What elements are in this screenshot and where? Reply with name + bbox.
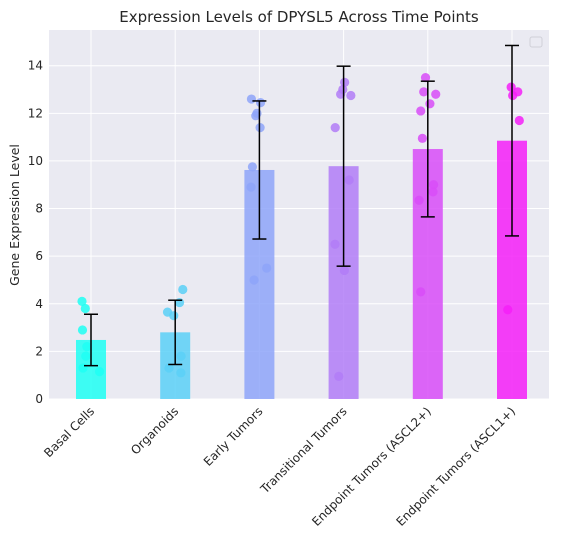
- data-point: [414, 195, 424, 205]
- data-point: [82, 342, 92, 352]
- data-point: [78, 363, 88, 373]
- data-point: [176, 368, 186, 378]
- data-point: [164, 363, 174, 373]
- y-tick-label: 14: [28, 59, 43, 73]
- data-point: [255, 98, 266, 108]
- data-point: [330, 239, 340, 249]
- data-point: [420, 73, 431, 83]
- data-point: [334, 371, 344, 381]
- data-point: [339, 265, 349, 276]
- data-point: [340, 77, 350, 87]
- data-point: [80, 303, 90, 314]
- data-point: [176, 351, 186, 361]
- data-point: [506, 82, 516, 92]
- data-point: [514, 115, 524, 126]
- data-point: [169, 311, 179, 321]
- error-bars: [84, 44, 519, 367]
- data-point: [174, 297, 185, 308]
- data-point: [94, 367, 105, 377]
- data-point: [81, 351, 91, 361]
- y-axis-label: Gene Expression Level: [7, 144, 22, 286]
- y-tick-label: 8: [35, 202, 43, 216]
- data-point: [431, 89, 441, 99]
- data-point: [247, 162, 258, 172]
- data-point: [419, 87, 429, 97]
- y-tick-label: 4: [35, 297, 43, 311]
- data-point: [417, 133, 427, 143]
- y-tick-label: 12: [28, 106, 43, 120]
- data-point: [429, 180, 439, 190]
- x-tick-label: Basal Cells: [41, 404, 97, 460]
- x-ticks: Basal Cells Organoids Early TumorsTransiti…: [41, 404, 518, 529]
- data-point: [77, 325, 88, 335]
- y-tick-label: 2: [35, 344, 43, 358]
- data-point: [77, 296, 87, 306]
- data-point: [246, 182, 256, 192]
- chart-title: Expression Levels of DPYSL5 Across Time …: [119, 8, 479, 26]
- data-point: [178, 284, 188, 295]
- data-point: [346, 90, 356, 101]
- data-point: [249, 275, 259, 285]
- y-ticks: 0 2 4 6 8 10 12 14: [28, 59, 43, 406]
- data-point: [416, 287, 426, 297]
- y-tick-label: 10: [28, 154, 43, 168]
- plot-background: [49, 30, 549, 399]
- y-tick-label: 6: [35, 249, 43, 263]
- y-tick-label: 0: [35, 392, 43, 406]
- x-tick-label: Transitional Tumors: [257, 404, 350, 497]
- data-point: [425, 99, 435, 109]
- data-point: [262, 263, 272, 273]
- data-point: [428, 187, 438, 197]
- data-point: [251, 111, 261, 121]
- data-point: [330, 123, 340, 133]
- data-point: [344, 175, 354, 185]
- data-point: [503, 305, 513, 315]
- x-tick-label: Early Tumors: [201, 404, 266, 469]
- x-tick-label: Organoids: [128, 404, 181, 457]
- data-point: [416, 106, 426, 116]
- data-point: [246, 94, 257, 104]
- legend-box: [529, 36, 543, 48]
